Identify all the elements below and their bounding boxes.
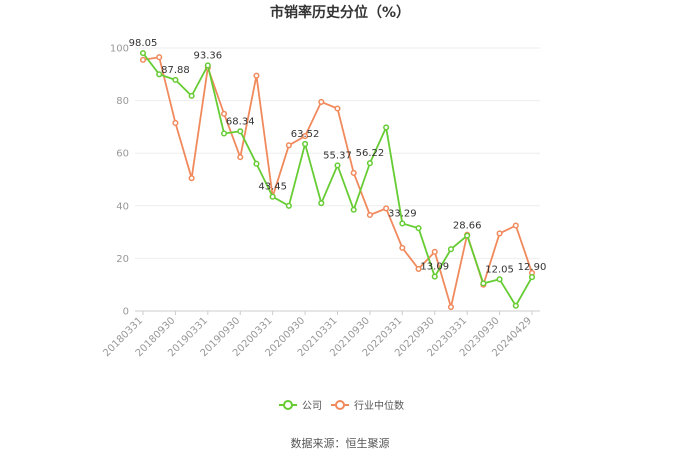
- y-axis: 0 20 40 60 80 100: [110, 44, 129, 318]
- data-label-20200930: 63.52: [291, 129, 320, 140]
- data-point-company-20181231[interactable]: [188, 92, 195, 99]
- data-point-company-20230630[interactable]: [480, 280, 487, 287]
- data-point-company-20180930[interactable]: [172, 76, 179, 83]
- series-line-company: [142, 52, 533, 307]
- y-tick-label-0: 0: [123, 307, 129, 318]
- data-point-company-20221231[interactable]: [447, 246, 455, 253]
- source-note: 数据来源：恒生聚源: [291, 436, 390, 450]
- data-point-industry-20200630[interactable]: [285, 142, 292, 149]
- data-point-company-20200630[interactable]: [285, 202, 292, 209]
- series-industry-median: [139, 54, 536, 311]
- data-point-company-20191231[interactable]: [253, 160, 260, 167]
- data-label-20210930: 56.22: [356, 148, 385, 159]
- legend-company-label: 公司: [302, 401, 322, 412]
- data-point-company-20190630[interactable]: [220, 130, 228, 137]
- data-point-industry-20221231[interactable]: [447, 304, 455, 311]
- data-point-industry-20200930[interactable]: [302, 133, 309, 140]
- data-point-company-20220930[interactable]: [431, 273, 438, 280]
- legend-industry-label: 行业中位数: [354, 399, 404, 412]
- data-point-company-20220331[interactable]: [399, 220, 406, 227]
- data-label-20190930: 68.34: [226, 116, 255, 127]
- data-label-20180930: 87.88: [161, 65, 190, 76]
- data-point-industry-20220630[interactable]: [415, 265, 422, 272]
- data-point-industry-20180331[interactable]: [139, 56, 147, 63]
- data-label-20240429: 12.90: [518, 262, 547, 273]
- y-tick-label-80: 80: [116, 96, 129, 107]
- data-point-company-20201231[interactable]: [318, 200, 325, 207]
- data-point-company-20210630[interactable]: [350, 206, 357, 213]
- data-point-industry-20191231[interactable]: [253, 72, 260, 79]
- data-point-company-20240429[interactable]: [528, 274, 536, 281]
- data-point-industry-20180630[interactable]: [156, 54, 163, 61]
- legend-company-marker: [283, 400, 293, 410]
- data-point-company-20231231[interactable]: [512, 302, 519, 309]
- data-point-company-20200331[interactable]: [269, 193, 276, 200]
- x-axis: 2018033120180930201903312019093020200331…: [101, 310, 540, 359]
- data-label-20230930: 12.05: [485, 264, 514, 275]
- data-point-industry-20211231[interactable]: [383, 205, 390, 212]
- data-point-company-20230331[interactable]: [464, 232, 471, 239]
- data-point-industry-20231231[interactable]: [512, 222, 519, 229]
- data-point-industry-20210930[interactable]: [366, 211, 373, 219]
- legend: 公司 行业中位数: [279, 399, 404, 412]
- data-label-20180331: 98.05: [129, 38, 158, 49]
- data-point-industry-20181231[interactable]: [188, 175, 195, 182]
- data-point-industry-20180930[interactable]: [172, 119, 179, 127]
- data-label-20200331: 43.45: [258, 182, 287, 193]
- series-company: [139, 50, 536, 309]
- data-point-industry-20190930[interactable]: [237, 154, 244, 161]
- legend-industry-marker: [335, 400, 345, 410]
- y-tick-label-100: 100: [110, 44, 129, 55]
- data-point-industry-20220930[interactable]: [431, 248, 438, 255]
- legend-item-industry-median[interactable]: 行业中位数: [331, 399, 404, 412]
- data-label-20220930: 13.09: [420, 262, 449, 273]
- data-point-company-20230930[interactable]: [496, 276, 503, 283]
- data-point-industry-20201231[interactable]: [318, 98, 325, 105]
- data-point-company-20210930[interactable]: [366, 160, 373, 167]
- y-tick-label-60: 60: [116, 149, 129, 160]
- data-point-company-20180630[interactable]: [156, 71, 163, 78]
- data-label-20230331: 28.66: [453, 221, 482, 232]
- data-point-company-20210331[interactable]: [334, 162, 341, 169]
- chart-title: 市销率历史分位（%）: [270, 4, 410, 21]
- legend-item-company[interactable]: 公司: [279, 400, 322, 412]
- data-point-industry-20220331[interactable]: [399, 244, 406, 251]
- data-point-industry-20210630[interactable]: [350, 169, 357, 176]
- y-tick-label-20: 20: [116, 254, 129, 265]
- data-point-company-20190930[interactable]: [237, 128, 244, 135]
- data-point-company-20180331[interactable]: [139, 50, 147, 57]
- data-point-industry-20190630[interactable]: [220, 110, 228, 117]
- data-point-company-20211231[interactable]: [383, 124, 390, 131]
- y-tick-label-40: 40: [116, 201, 129, 212]
- data-label-20210331: 55.37: [323, 150, 352, 161]
- data-point-industry-20210331[interactable]: [334, 105, 341, 112]
- data-point-company-20220630[interactable]: [415, 225, 422, 232]
- series-area: [139, 50, 536, 311]
- data-label-20220331: 33.29: [388, 208, 417, 219]
- data-point-industry-20230930[interactable]: [496, 230, 503, 237]
- series-line-industry-median: [142, 56, 533, 308]
- data-point-company-20200930[interactable]: [302, 140, 309, 147]
- data-point-company-20190331[interactable]: [204, 62, 211, 69]
- data-label-20190331: 93.36: [194, 50, 223, 61]
